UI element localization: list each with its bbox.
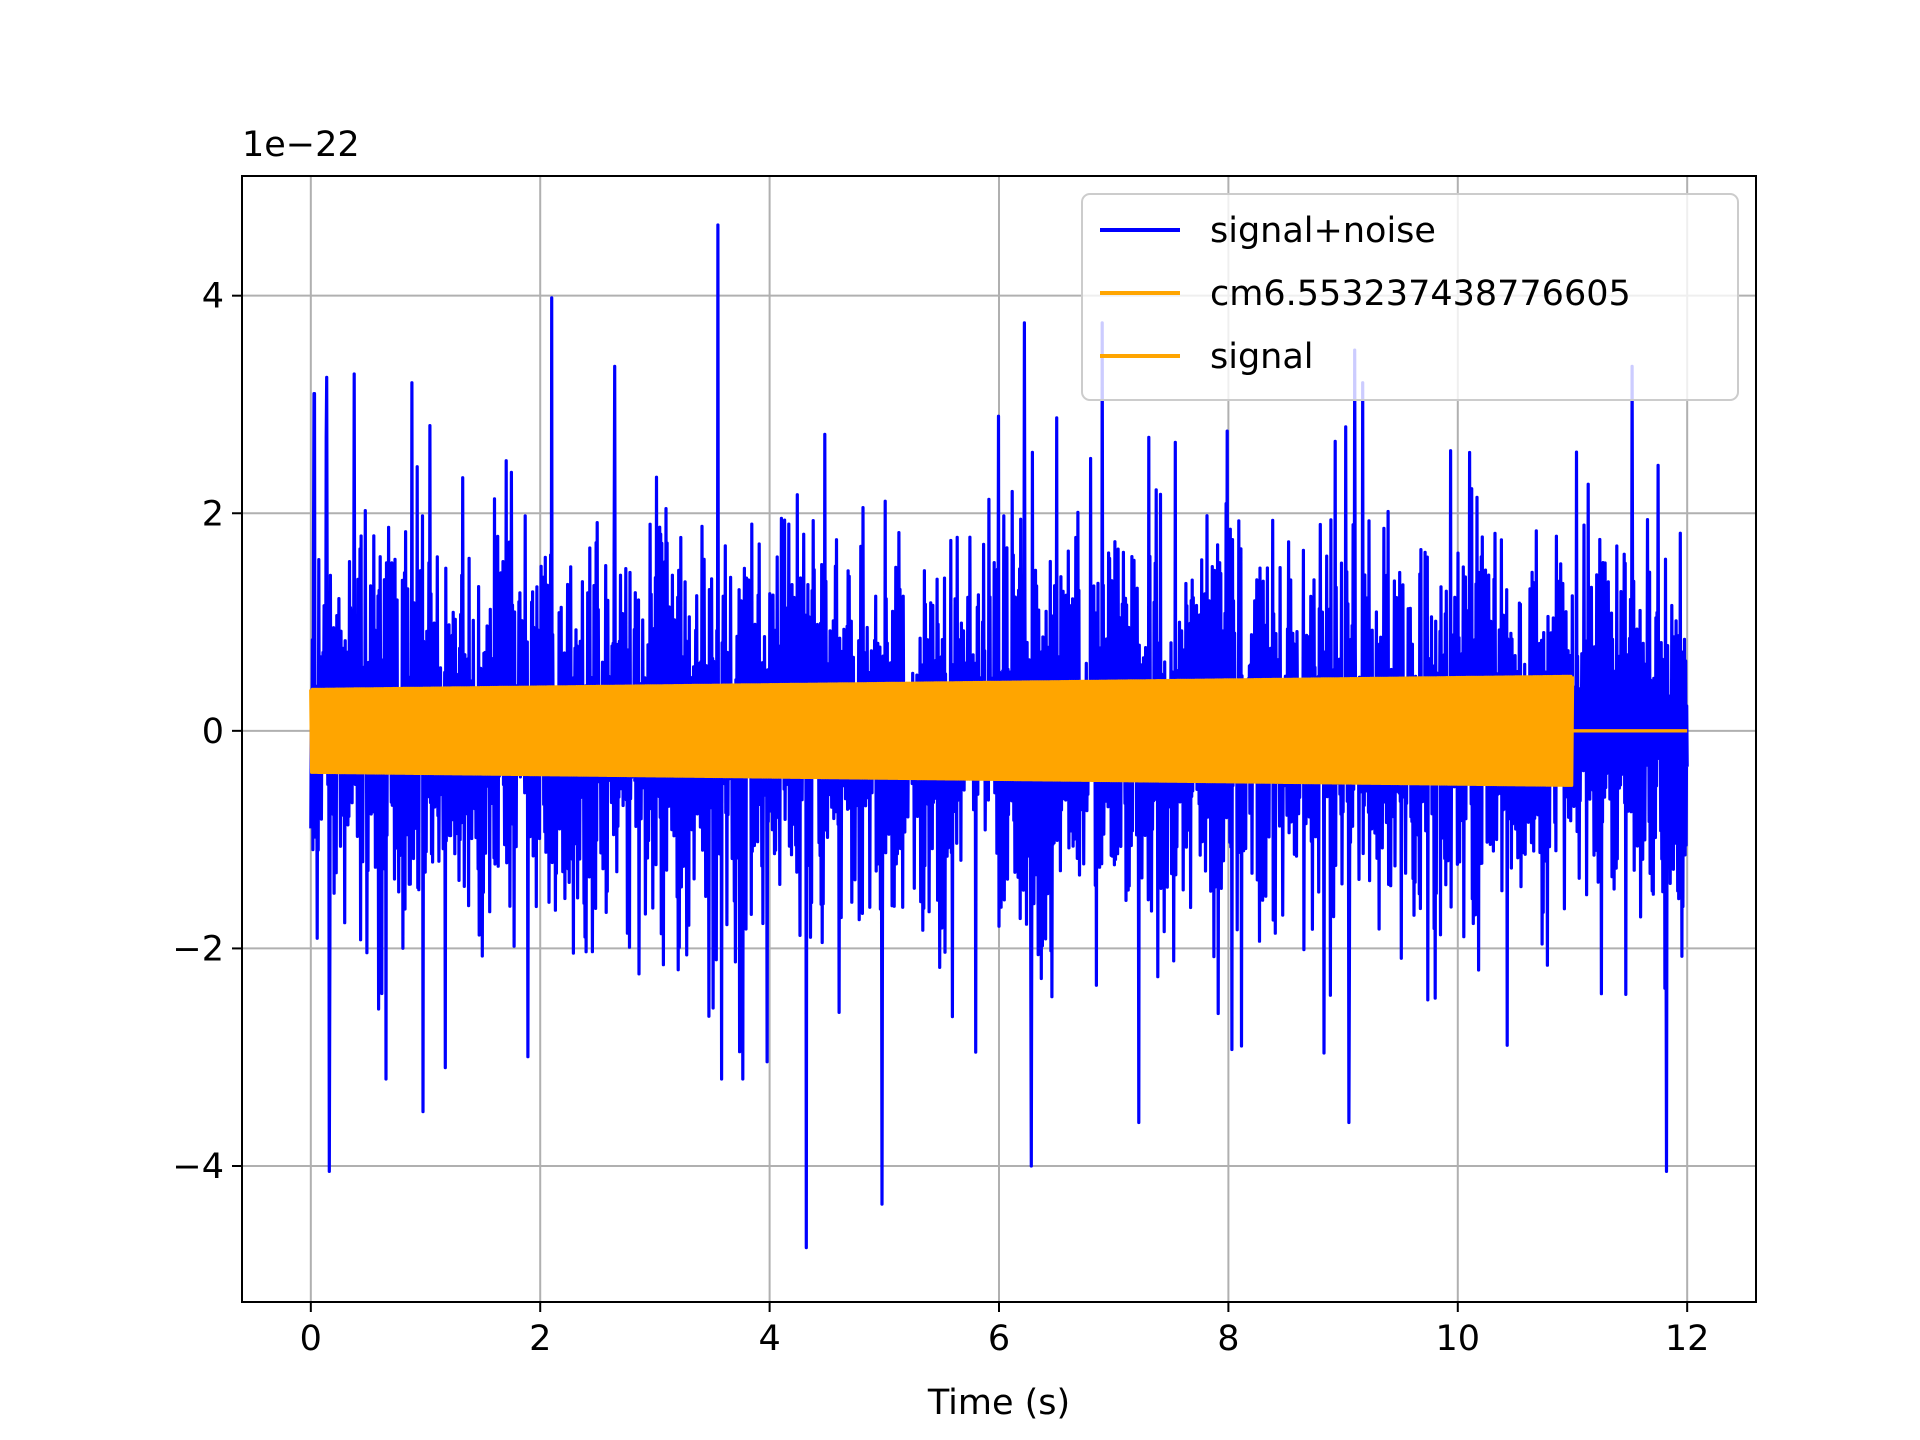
y-tick-label: −2 [172, 929, 224, 969]
x-tick-label: 0 [300, 1319, 322, 1359]
legend-label: signal+noise [1210, 211, 1436, 251]
x-tick-label: 2 [529, 1319, 551, 1359]
plot-series [309, 223, 1689, 1250]
y-tick-label: −4 [172, 1147, 224, 1187]
x-tick-label: 10 [1436, 1319, 1481, 1359]
legend-label: cm6.553237438776605 [1210, 274, 1631, 314]
y-tick-label: 4 [202, 277, 224, 317]
x-tick-label: 6 [988, 1319, 1010, 1359]
y-tick-label: 0 [202, 712, 224, 752]
x-axis-title: Time (s) [927, 1383, 1070, 1423]
axis-ticks: 0 2 4 6 8 10 12 −4 −2 0 2 4 [172, 277, 1709, 1359]
x-tick-label: 8 [1217, 1319, 1239, 1359]
legend-box [1081, 193, 1739, 401]
y-tick-label: 2 [202, 494, 224, 534]
series-line-1 [309, 674, 1575, 787]
y-offset-label: 1e−22 [242, 125, 360, 165]
legend: signal+noise cm6.553237438776605 signal [1081, 193, 1739, 401]
x-tick-label: 4 [758, 1319, 780, 1359]
legend-label: signal [1210, 337, 1314, 377]
x-tick-label: 12 [1665, 1319, 1710, 1359]
